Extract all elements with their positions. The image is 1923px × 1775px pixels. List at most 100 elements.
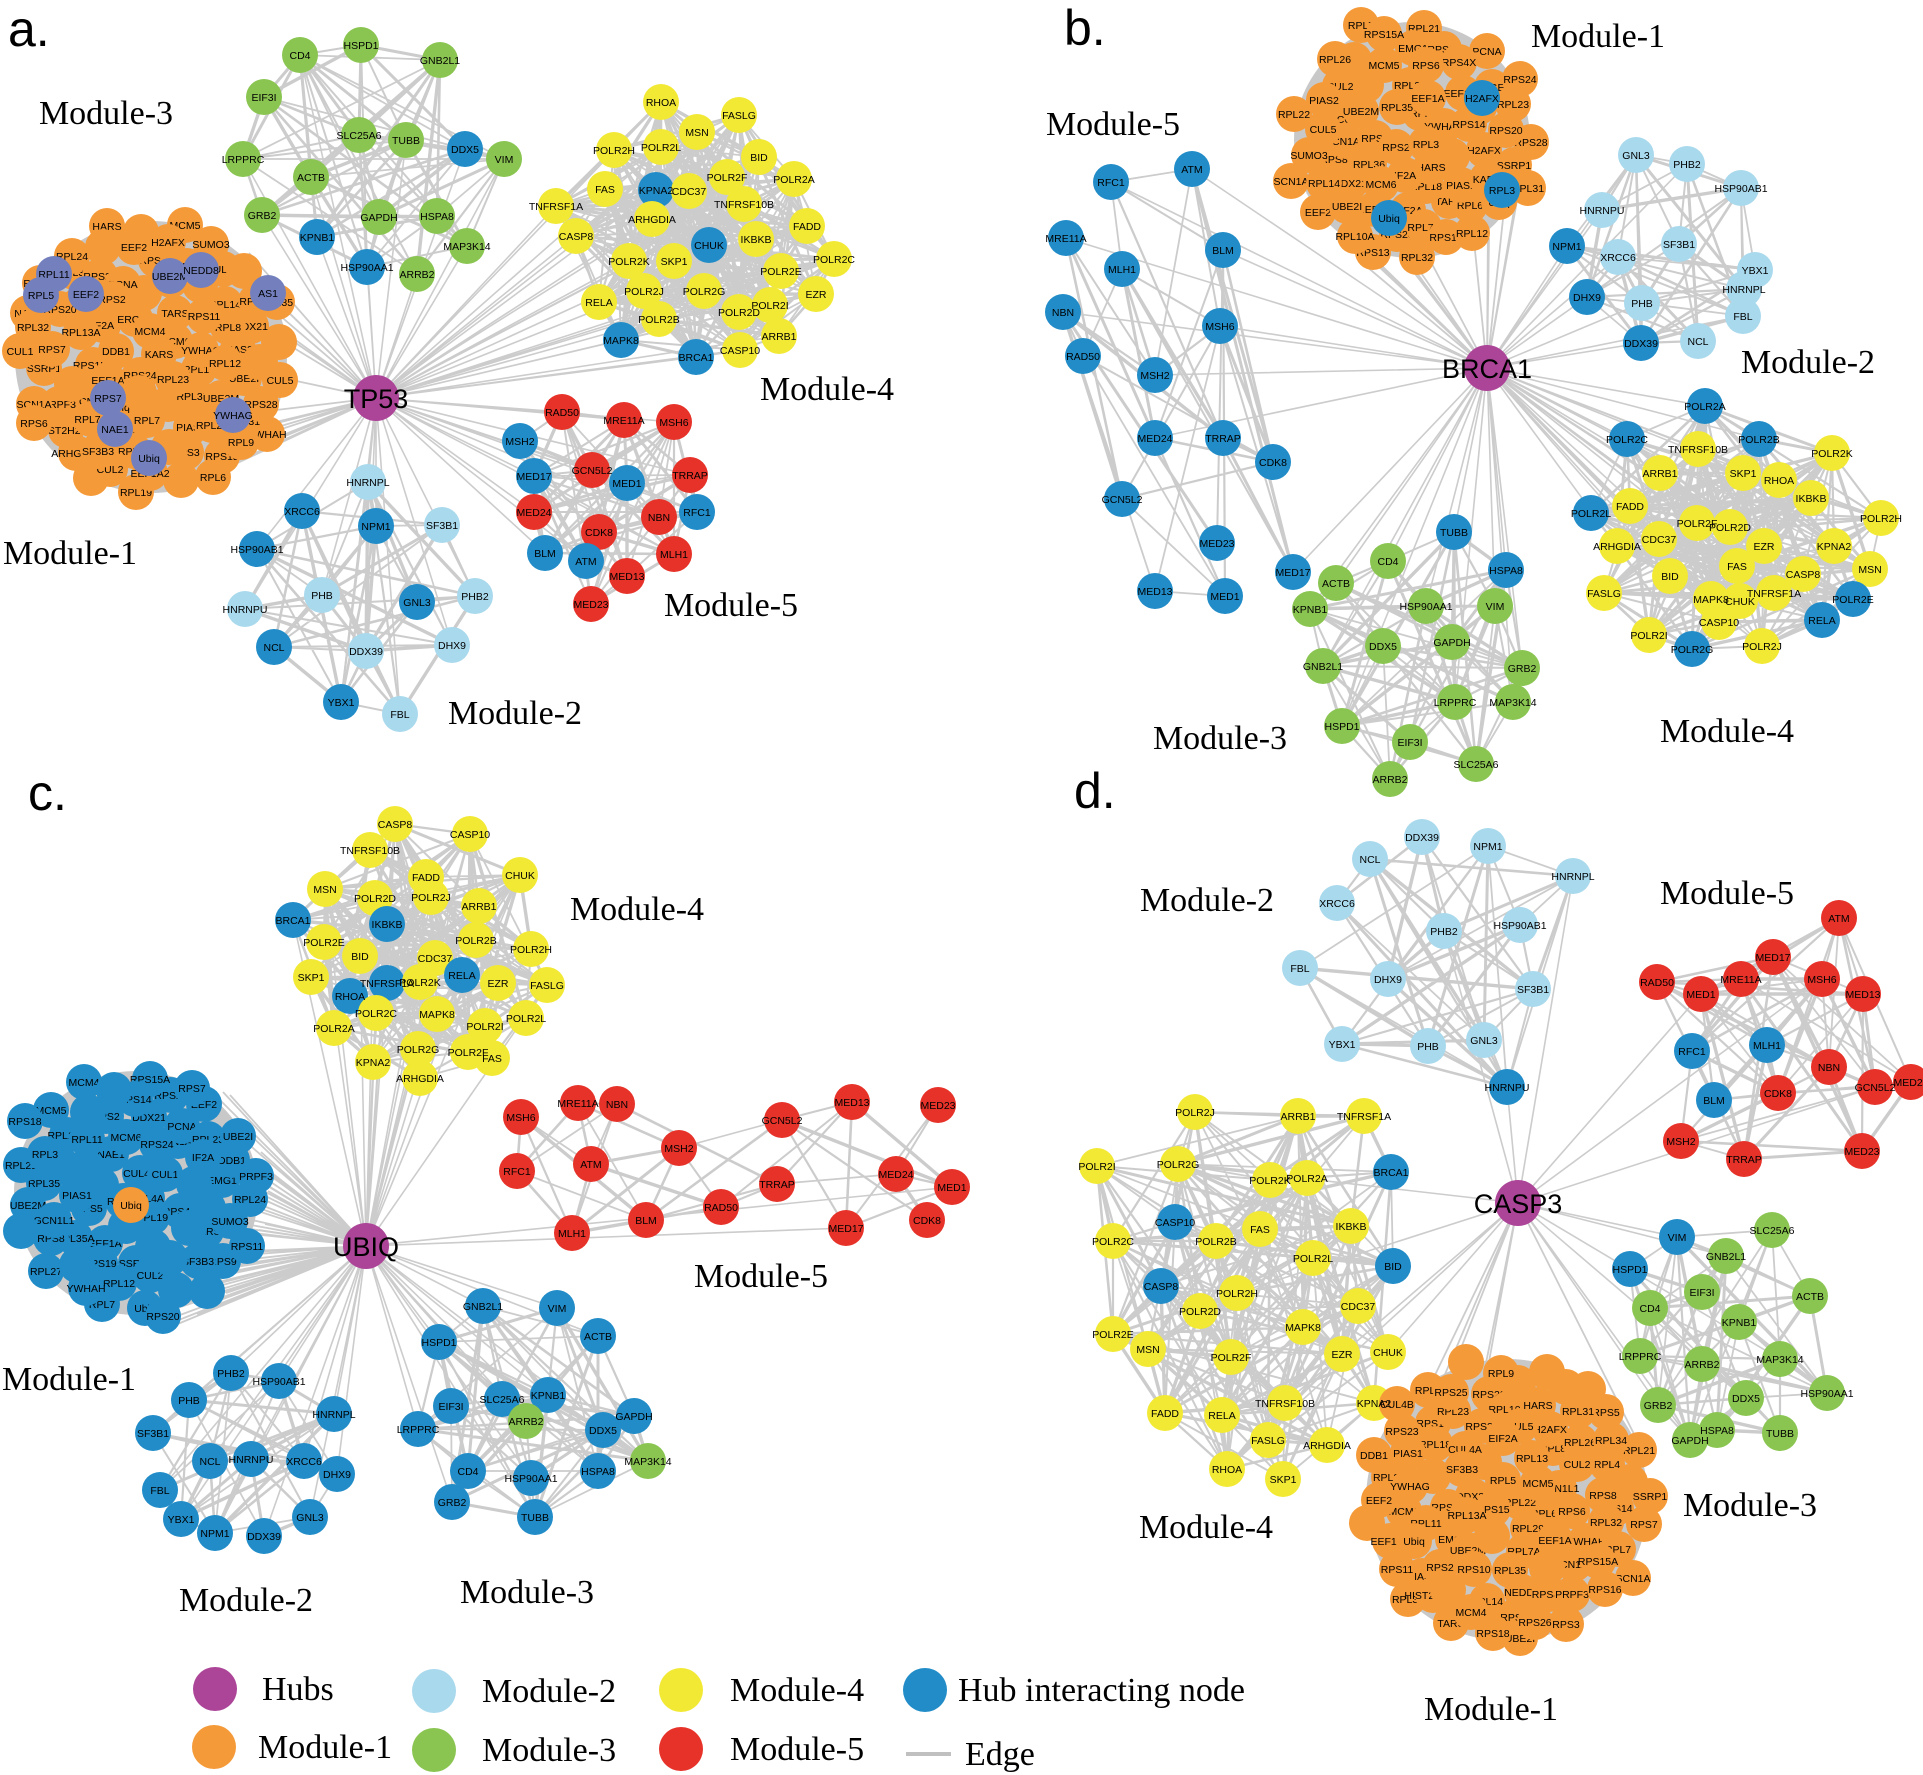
svg-text:TNFRSF10B: TNFRSF10B xyxy=(1255,1398,1315,1410)
svg-text:POLR2B: POLR2B xyxy=(1738,434,1779,446)
svg-text:POLR2A: POLR2A xyxy=(313,1023,354,1035)
svg-text:RPS8: RPS8 xyxy=(1589,1490,1617,1502)
svg-text:MED24: MED24 xyxy=(1893,1077,1923,1089)
svg-text:EZR: EZR xyxy=(1332,1349,1353,1361)
svg-text:RELA: RELA xyxy=(1208,1410,1235,1422)
svg-text:POLR2I: POLR2I xyxy=(751,300,788,312)
svg-text:MSN: MSN xyxy=(1136,1344,1159,1356)
svg-text:TUBB: TUBB xyxy=(1766,1428,1794,1440)
svg-text:ARRB2: ARRB2 xyxy=(1684,1359,1719,1371)
svg-text:CUL2: CUL2 xyxy=(1564,1459,1591,1471)
svg-text:RPL26: RPL26 xyxy=(1319,54,1351,66)
svg-text:SF3B3: SF3B3 xyxy=(82,446,114,458)
svg-text:KPNB1: KPNB1 xyxy=(1293,604,1328,616)
svg-text:PHB2: PHB2 xyxy=(1673,159,1701,171)
svg-text:PHB: PHB xyxy=(178,1395,200,1407)
svg-text:SUMO3: SUMO3 xyxy=(192,239,230,251)
svg-text:CDC37: CDC37 xyxy=(672,186,707,198)
svg-text:ACTB: ACTB xyxy=(1322,578,1350,590)
svg-text:CDC37: CDC37 xyxy=(418,953,453,965)
svg-text:POLR2I: POLR2I xyxy=(466,1021,503,1033)
svg-text:HSPA8: HSPA8 xyxy=(420,211,454,223)
svg-text:SSRP1: SSRP1 xyxy=(1633,1491,1668,1503)
svg-text:NPM1: NPM1 xyxy=(1473,841,1502,853)
svg-text:KPNA2: KPNA2 xyxy=(1817,541,1852,553)
svg-text:SF3B3: SF3B3 xyxy=(1446,1464,1478,1476)
svg-text:MAPK8: MAPK8 xyxy=(1693,594,1729,606)
svg-text:HSPD1: HSPD1 xyxy=(343,40,378,52)
svg-text:Module-3: Module-3 xyxy=(460,1574,594,1611)
svg-text:NCL: NCL xyxy=(1687,336,1708,348)
svg-text:RPL29: RPL29 xyxy=(1512,1523,1544,1535)
svg-text:MCM4: MCM4 xyxy=(1456,1607,1487,1619)
svg-text:SUMO3: SUMO3 xyxy=(1290,150,1328,162)
svg-text:NEDD8: NEDD8 xyxy=(183,265,219,277)
svg-text:ACTB: ACTB xyxy=(297,172,325,184)
svg-text:RPL3: RPL3 xyxy=(1413,139,1439,151)
svg-text:MAP3K14: MAP3K14 xyxy=(443,241,490,253)
svg-text:VIM: VIM xyxy=(495,154,514,166)
svg-text:LRPPRC: LRPPRC xyxy=(222,154,265,166)
svg-text:BID: BID xyxy=(1384,1261,1402,1273)
svg-text:FASLG: FASLG xyxy=(1251,1435,1285,1447)
svg-text:FASLG: FASLG xyxy=(1587,588,1621,600)
svg-text:EIF3I: EIF3I xyxy=(251,92,276,104)
svg-text:RPL32: RPL32 xyxy=(1590,1517,1622,1529)
svg-text:ATM: ATM xyxy=(580,1159,601,1171)
svg-text:NCL: NCL xyxy=(199,1456,220,1468)
svg-text:IKBKB: IKBKB xyxy=(741,234,772,246)
svg-text:Module-4: Module-4 xyxy=(570,891,704,928)
svg-text:KARS: KARS xyxy=(145,349,174,361)
svg-text:ARHGDIA: ARHGDIA xyxy=(1303,1440,1351,1452)
svg-text:Module-5: Module-5 xyxy=(730,1731,864,1768)
svg-text:POLR2D: POLR2D xyxy=(354,893,396,905)
svg-text:TRRAP: TRRAP xyxy=(1726,1154,1762,1166)
svg-text:RPL18: RPL18 xyxy=(183,364,215,376)
svg-text:MED17: MED17 xyxy=(1275,567,1310,579)
svg-text:FAS: FAS xyxy=(1250,1224,1270,1236)
svg-text:ARRB1: ARRB1 xyxy=(1642,468,1677,480)
svg-text:HSPD1: HSPD1 xyxy=(1612,1264,1647,1276)
svg-text:DHX9: DHX9 xyxy=(323,1469,351,1481)
svg-text:Hub interacting node: Hub interacting node xyxy=(958,1672,1245,1709)
svg-text:TNFRSF10B: TNFRSF10B xyxy=(714,199,774,211)
svg-text:MSH2: MSH2 xyxy=(664,1143,693,1155)
svg-text:RPL23: RPL23 xyxy=(1497,99,1529,111)
svg-text:FBL: FBL xyxy=(390,709,409,721)
svg-text:HNRNPU: HNRNPU xyxy=(1485,1082,1530,1094)
svg-text:RPS20: RPS20 xyxy=(146,1311,179,1323)
svg-text:RPS11: RPS11 xyxy=(231,1241,264,1253)
svg-text:H2AFX: H2AFX xyxy=(1533,1424,1567,1436)
svg-text:CUL4B: CUL4B xyxy=(1380,1399,1414,1411)
svg-text:POLR2H: POLR2H xyxy=(510,944,552,956)
svg-text:RPL3: RPL3 xyxy=(32,1149,58,1161)
svg-text:NCL: NCL xyxy=(263,642,284,654)
svg-text:MAP3K14: MAP3K14 xyxy=(1756,1354,1803,1366)
svg-text:ARRB2: ARRB2 xyxy=(1372,774,1407,786)
svg-text:TRRAP: TRRAP xyxy=(759,1179,795,1191)
svg-text:BID: BID xyxy=(750,152,768,164)
svg-text:Ubiq: Ubiq xyxy=(120,1200,142,1212)
svg-text:XRCC6: XRCC6 xyxy=(1319,898,1355,910)
svg-text:RPL12: RPL12 xyxy=(1456,228,1488,240)
svg-text:CDK8: CDK8 xyxy=(1259,457,1287,469)
svg-text:RPL6: RPL6 xyxy=(1457,200,1483,212)
svg-text:MED24: MED24 xyxy=(1137,433,1172,445)
svg-text:MSH2: MSH2 xyxy=(505,436,534,448)
svg-text:EIF2A: EIF2A xyxy=(1488,1433,1517,1445)
svg-text:Module-5: Module-5 xyxy=(694,1258,828,1295)
svg-text:RPS11: RPS11 xyxy=(188,311,221,323)
svg-text:NBN: NBN xyxy=(606,1099,628,1111)
svg-text:MED13: MED13 xyxy=(609,571,644,583)
svg-text:RPL13: RPL13 xyxy=(1516,1453,1548,1465)
svg-text:VIM: VIM xyxy=(1668,1232,1687,1244)
svg-text:GNL3: GNL3 xyxy=(296,1512,324,1524)
svg-text:POLR2D: POLR2D xyxy=(718,307,760,319)
svg-text:EEF1A: EEF1A xyxy=(1411,93,1444,105)
svg-text:UBE2M: UBE2M xyxy=(10,1200,46,1212)
svg-text:POLR2L: POLR2L xyxy=(506,1013,546,1025)
svg-text:UBE2I: UBE2I xyxy=(1332,201,1362,213)
svg-text:POLR2G: POLR2G xyxy=(683,286,726,298)
svg-text:FADD: FADD xyxy=(793,221,821,233)
svg-text:POLR2A: POLR2A xyxy=(1684,401,1725,413)
